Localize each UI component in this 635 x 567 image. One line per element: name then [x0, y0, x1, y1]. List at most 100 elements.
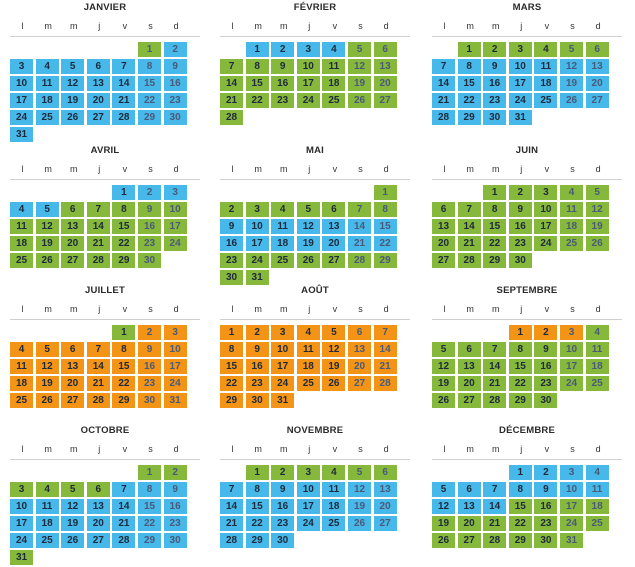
day-cell: 22 [245, 516, 269, 531]
day-cell: 3 [296, 465, 320, 480]
day-cell: 23 [271, 516, 295, 531]
divider [220, 459, 410, 460]
day-cell: 7 [86, 202, 110, 217]
day-cell: 28 [220, 533, 243, 548]
day-cell: 25 [35, 533, 59, 548]
day-cell: 25 [35, 110, 59, 125]
weekday-label: m [279, 21, 288, 31]
day-cell: 20 [432, 236, 455, 251]
day-cell: 7 [112, 482, 136, 497]
day-cell: 20 [457, 516, 481, 531]
day-cell: 21 [112, 516, 136, 531]
day-cell: 23 [534, 516, 558, 531]
day-cell: 3 [245, 202, 269, 217]
day-cell: 26 [560, 93, 583, 108]
weekday-label: s [148, 21, 153, 31]
day-cell: 29 [245, 533, 269, 548]
day-cell: 16 [163, 76, 187, 91]
day-cell: 4 [585, 465, 609, 480]
weekday-label: l [443, 304, 446, 314]
day-cell: 30 [508, 253, 532, 268]
day-cell: 26 [348, 93, 371, 108]
weekday-label: j [308, 304, 311, 314]
day-cell: 27 [432, 253, 455, 268]
day-cell: 17 [560, 359, 583, 374]
weekday-label: m [466, 21, 474, 31]
day-cell: 11 [560, 202, 583, 217]
day-cell: 5 [348, 465, 371, 480]
day-cell: 13 [373, 59, 397, 74]
day-cell: 16 [220, 236, 243, 251]
day-cell: 25 [10, 393, 33, 408]
day-cell: 11 [322, 59, 346, 74]
weekday-label: l [231, 444, 234, 454]
day-cell: 30 [138, 253, 161, 268]
month-title: MAI [305, 145, 324, 156]
weekday-label: j [98, 444, 101, 454]
day-cell: 26 [61, 533, 85, 548]
day-cell: 20 [348, 359, 371, 374]
day-cell: 30 [245, 393, 269, 408]
day-cell: 26 [432, 533, 455, 548]
weekday-label: s [358, 21, 363, 31]
weekday-label: v [332, 444, 338, 454]
day-cell: 15 [508, 359, 532, 374]
day-cell: 29 [112, 393, 136, 408]
day-cell: 28 [86, 393, 110, 408]
day-cell: 7 [112, 59, 136, 74]
day-cell: 2 [534, 465, 558, 480]
day-cell: 8 [508, 342, 532, 357]
day-cell: 29 [373, 253, 397, 268]
day-cell: 20 [373, 499, 397, 514]
day-cell: 9 [271, 59, 295, 74]
day-cell: 14 [483, 499, 507, 514]
day-cell: 8 [112, 342, 136, 357]
day-cell: 16 [483, 76, 507, 91]
day-cell: 4 [10, 342, 33, 357]
weekday-label: m [69, 164, 78, 174]
day-cell: 30 [163, 110, 187, 125]
day-cell: 8 [373, 202, 397, 217]
day-cell: 11 [585, 342, 609, 357]
day-cell: 5 [432, 342, 455, 357]
weekday-label: j [308, 21, 311, 31]
day-cell: 1 [508, 465, 532, 480]
day-cell: 14 [373, 342, 397, 357]
day-cell: 24 [296, 516, 320, 531]
weekday-label: v [544, 304, 550, 314]
weekday-label: v [544, 444, 550, 454]
day-cell: 24 [534, 236, 558, 251]
day-cell: 5 [432, 482, 455, 497]
day-cell: 7 [373, 325, 397, 340]
day-cell: 18 [296, 359, 320, 374]
day-cell: 25 [560, 236, 583, 251]
weekday-label: s [570, 164, 575, 174]
day-cell: 2 [271, 42, 295, 57]
day-cell: 6 [322, 202, 346, 217]
day-cell: 1 [245, 42, 269, 57]
weekday-label: j [520, 444, 523, 454]
day-cell: 24 [163, 376, 187, 391]
day-cell: 5 [35, 202, 59, 217]
weekday-label: v [122, 21, 128, 31]
day-cell: 4 [585, 325, 609, 340]
day-cell: 20 [322, 236, 346, 251]
day-cell: 1 [508, 325, 532, 340]
day-cell: 14 [457, 219, 481, 234]
day-cell: 3 [296, 42, 320, 57]
day-cell: 15 [220, 359, 243, 374]
divider [220, 179, 410, 180]
day-cell: 2 [220, 202, 243, 217]
day-cell: 5 [560, 42, 583, 57]
day-cell: 9 [245, 342, 269, 357]
day-cell: 29 [457, 110, 481, 125]
day-cell: 1 [457, 42, 481, 57]
day-cell: 23 [245, 376, 269, 391]
day-cell: 24 [163, 236, 187, 251]
day-cell: 15 [483, 219, 507, 234]
day-cell: 2 [163, 465, 187, 480]
weekday-label: m [279, 164, 288, 174]
